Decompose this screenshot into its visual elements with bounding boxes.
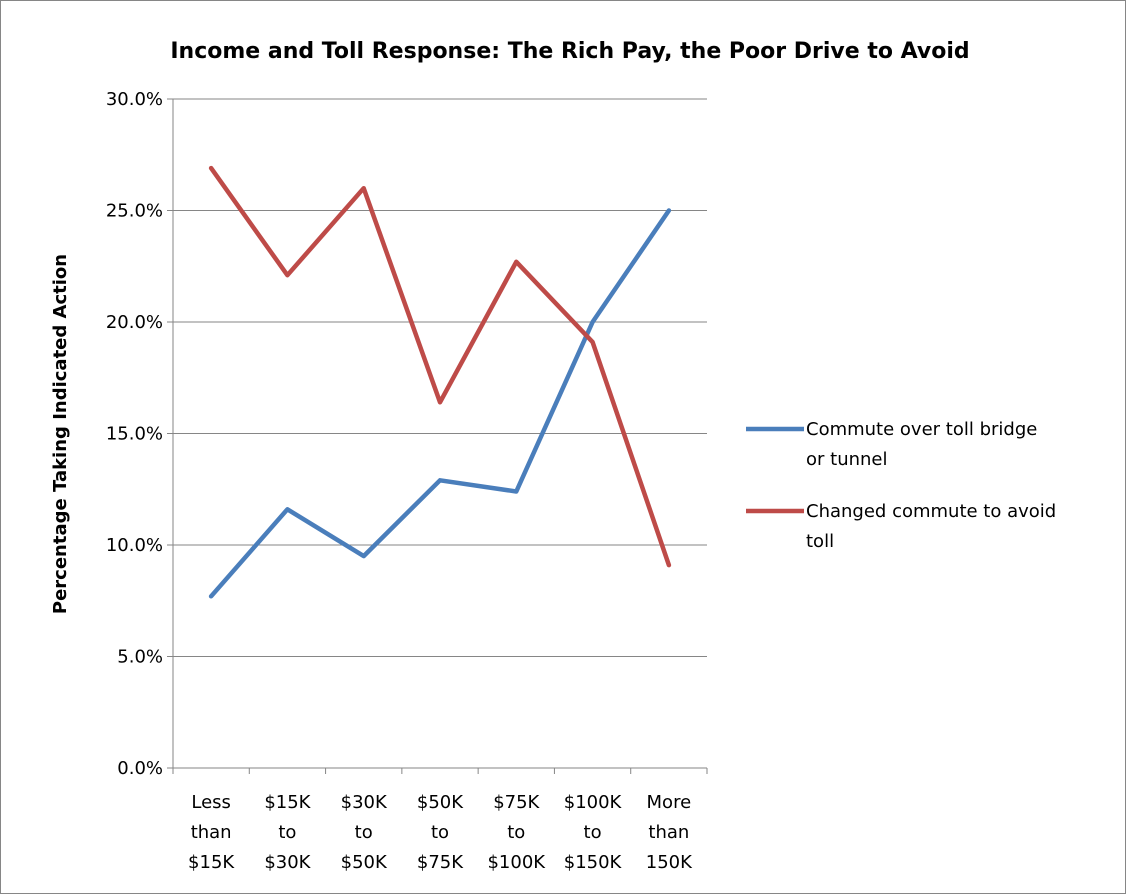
- x-tick-label-line: Less: [191, 792, 231, 813]
- y-tick-labels: 0.0% 5.0% 10.0% 15.0% 20.0% 25.0% 30.0%: [106, 89, 163, 779]
- x-tick-label-line: $100K: [487, 852, 546, 873]
- x-tick-label-1: $15K to $30K: [264, 792, 311, 873]
- x-tick-label-line: $50K: [417, 792, 464, 813]
- x-tick-label-line: $75K: [417, 852, 464, 873]
- y-tick-label: 30.0%: [106, 89, 163, 110]
- x-tick-label-line: $100K: [564, 792, 623, 813]
- y-tick-label: 15.0%: [106, 424, 163, 445]
- x-tick-label-2: $30K to $50K: [341, 792, 388, 873]
- y-axis-label: Percentage Taking Indicated Action: [50, 254, 71, 614]
- x-tick-label-line: to: [278, 822, 296, 843]
- x-tick-label-line: $30K: [264, 852, 311, 873]
- y-tick-label: 20.0%: [106, 312, 163, 333]
- x-tick-label-5: $100K to $150K: [564, 792, 623, 873]
- legend-label-line: toll: [806, 531, 834, 552]
- x-tick-label-line: to: [584, 822, 602, 843]
- y-tick-label: 10.0%: [106, 535, 163, 556]
- x-tick-labels: Less than $15K$15K to $30K$30K to $50K$50K to $7…: [188, 792, 693, 873]
- legend: Commute over toll bridge or tunnel Changed…: [746, 419, 1056, 552]
- legend-label-line: or tunnel: [806, 449, 888, 470]
- x-tick-label-line: than: [648, 822, 689, 843]
- legend-entry-0: Commute over toll bridge or tunnel: [806, 419, 1037, 470]
- y-tick-label: 0.0%: [117, 758, 163, 779]
- series-lines: [208, 165, 672, 599]
- x-tick-label-line: $15K: [188, 852, 235, 873]
- x-tick-label-4: $75K to $100K: [487, 792, 546, 873]
- legend-label-line: Commute over toll bridge: [806, 419, 1037, 440]
- x-tick-label-line: 150K: [646, 852, 693, 873]
- y-tick-label: 5.0%: [117, 647, 163, 668]
- series-line-1: [208, 165, 672, 568]
- x-tick-label-3: $50K to $75K: [417, 792, 464, 873]
- x-tick-label-line: $150K: [564, 852, 623, 873]
- x-tick-label-line: to: [431, 822, 449, 843]
- x-tick-label-6: More than 150K: [646, 792, 693, 873]
- y-tick-label: 25.0%: [106, 201, 163, 222]
- chart-title: Income and Toll Response: The Rich Pay, …: [170, 39, 969, 64]
- x-tick-label-line: $15K: [264, 792, 311, 813]
- legend-label-line: Changed commute to avoid: [806, 501, 1056, 522]
- x-tick-label-line: More: [647, 792, 692, 813]
- x-tick-label-line: to: [507, 822, 525, 843]
- x-tick-label-line: $75K: [493, 792, 540, 813]
- x-tick-label-0: Less than $15K: [188, 792, 235, 873]
- legend-entry-1: Changed commute to avoid toll: [806, 501, 1056, 552]
- x-tick-label-line: than: [191, 822, 232, 843]
- x-tick-label-line: to: [355, 822, 373, 843]
- x-tick-label-line: $50K: [341, 852, 388, 873]
- gridlines: [167, 98, 708, 774]
- x-tick-label-line: $30K: [341, 792, 388, 813]
